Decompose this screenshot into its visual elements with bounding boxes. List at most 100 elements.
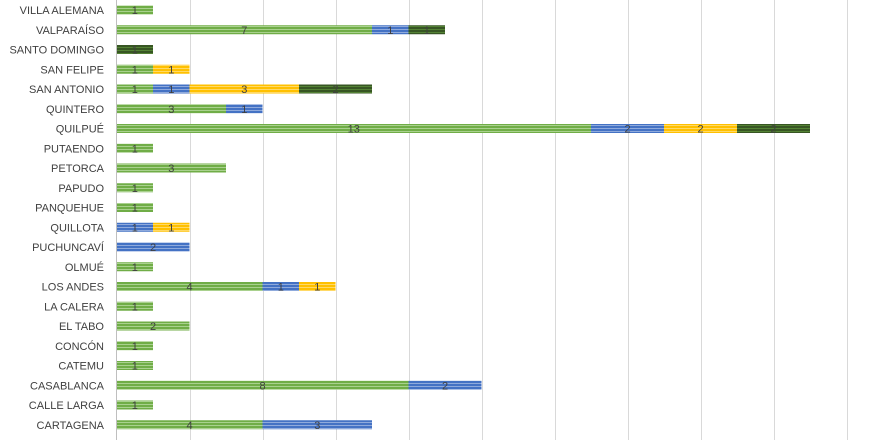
data-label-panquehue-s1: 1: [132, 203, 138, 215]
data-label-petorca-s1: 3: [168, 163, 174, 175]
category-label-santo-domingo: SANTO DOMINGO: [9, 45, 104, 57]
bar-segment-la-calera-s1: [116, 301, 153, 311]
data-label-cartagena-s2: 3: [314, 420, 320, 432]
bar-segment-villa-alemana-s1: [116, 5, 153, 15]
category-label-villa-alemana: VILLA ALEMANA: [20, 5, 105, 17]
category-label-quintero: QUINTERO: [46, 104, 105, 116]
data-label-quintero-s2: 1: [241, 104, 247, 116]
bar-segment-el-tabo-s1: [116, 321, 190, 331]
bar-segment-san-felipe-s1: [116, 64, 153, 74]
category-label-panquehue: PANQUEHUE: [35, 203, 104, 215]
bar-segment-casablanca-s1: [116, 380, 409, 390]
data-label-quillota-s2: 1: [132, 222, 138, 234]
data-label-quintero-s1: 3: [168, 104, 174, 116]
bar-segment-concon-s1: [116, 341, 153, 351]
data-label-san-antonio-s2: 1: [168, 84, 174, 96]
bar-segment-valparaiso-s1: [116, 25, 372, 35]
category-label-puchuncavi: PUCHUNCAVÍ: [32, 241, 105, 254]
bar-segment-quilpue-s3: [664, 124, 737, 133]
bar-segment-los-andes-s2: [262, 282, 299, 291]
data-label-san-felipe-s3: 1: [168, 64, 174, 76]
bar-segment-olmue-s1: [116, 262, 153, 272]
data-label-los-andes-s1: 4: [186, 282, 192, 294]
category-label-san-felipe: SAN FELIPE: [40, 64, 104, 76]
data-label-san-antonio-s3: 3: [241, 84, 247, 96]
data-label-cartagena-s1: 4: [186, 420, 192, 432]
data-label-valparaiso-s1: 7: [241, 25, 247, 37]
data-label-putaendo-s1: 1: [132, 143, 138, 155]
data-label-puchuncavi-s2: 2: [150, 242, 156, 254]
bar-segment-papudo-s1: [116, 183, 153, 193]
bar-segment-san-felipe-s3: [153, 64, 190, 74]
category-label-el-tabo: EL TABO: [59, 321, 104, 333]
bar-segment-santo-domingo-s4: [116, 45, 153, 54]
bar-segment-cartagena-s1: [116, 420, 263, 430]
bar-segment-quintero-s2: [226, 104, 263, 114]
data-label-casablanca-s1: 8: [259, 380, 265, 392]
category-label-olmue: OLMUÉ: [65, 261, 104, 274]
bar-segment-quillota-s3: [153, 222, 190, 232]
category-label-la-calera: LA CALERA: [44, 301, 105, 313]
category-label-calle-larga: CALLE LARGA: [29, 400, 105, 412]
data-label-casablanca-s2: 2: [442, 380, 448, 392]
category-label-concon: CONCÓN: [55, 340, 104, 353]
data-label-san-antonio-s1: 1: [132, 84, 138, 96]
data-label-quilpue-s3: 2: [697, 124, 703, 136]
data-label-olmue-s1: 1: [132, 262, 138, 274]
category-labels: VILLA ALEMANA VALPARAÍSO SANTO DOMINGO SAN …: [9, 5, 104, 432]
data-label-villa-alemana-s1: 1: [132, 5, 138, 17]
bars: [116, 5, 810, 430]
category-label-san-antonio: SAN ANTONIO: [29, 84, 104, 96]
data-label-el-tabo-s1: 2: [150, 321, 156, 333]
data-label-valparaiso-s4: 1: [424, 25, 430, 37]
bar-segment-san-antonio-s2: [153, 84, 190, 94]
data-label-los-andes-s3: 1: [314, 282, 320, 294]
data-label-san-antonio-s4: 2: [332, 84, 338, 96]
category-label-casablanca: CASABLANCA: [30, 380, 105, 392]
bar-segment-san-antonio-s3: [189, 84, 299, 94]
bar-segment-los-andes-s1: [116, 282, 263, 291]
category-label-catemu: CATEMU: [58, 361, 104, 373]
bar-segment-putaendo-s1: [116, 143, 153, 153]
data-label-catemu-s1: 1: [132, 361, 138, 373]
data-label-calle-larga-s1: 1: [132, 400, 138, 412]
bar-segment-quintero-s1: [116, 104, 226, 114]
category-label-petorca: PETORCA: [51, 163, 105, 175]
bar-segment-quilpue-s1: [116, 124, 591, 133]
category-label-papudo: PAPUDO: [58, 183, 104, 195]
data-label-la-calera-s1: 1: [132, 301, 138, 313]
data-label-los-andes-s2: 1: [278, 282, 284, 294]
data-label-quilpue-s4: 2: [770, 124, 776, 136]
bar-segment-quilpue-s4: [737, 124, 810, 133]
data-label-valparaiso-s2: 1: [387, 25, 393, 37]
bar-segment-cartagena-s2: [262, 420, 372, 430]
bar-segment-casablanca-s2: [408, 380, 482, 390]
bar-segment-san-antonio-s4: [299, 84, 372, 94]
data-label-quillota-s3: 1: [168, 222, 174, 234]
bar-segment-panquehue-s1: [116, 203, 153, 212]
data-label-san-felipe-s1: 1: [132, 64, 138, 76]
bar-segment-quillota-s2: [116, 222, 153, 232]
category-label-cartagena: CARTAGENA: [37, 420, 105, 432]
bar-segment-los-andes-s3: [299, 282, 336, 291]
data-label-quilpue-s1: 13: [348, 124, 360, 136]
bar-segment-valparaiso-s4: [408, 25, 445, 35]
bar-segment-calle-larga-s1: [116, 400, 153, 410]
category-label-quillota: QUILLOTA: [50, 222, 104, 234]
category-label-valparaiso: VALPARAÍSO: [36, 24, 105, 37]
category-label-los-andes: LOS ANDES: [42, 282, 104, 294]
data-label-papudo-s1: 1: [132, 183, 138, 195]
data-label-quilpue-s2: 2: [624, 124, 630, 136]
bar-segment-puchuncavi-s2: [116, 242, 190, 252]
category-label-putaendo: PUTAENDO: [44, 143, 105, 155]
bar-segment-san-antonio-s1: [116, 84, 153, 94]
bar-segment-petorca-s1: [116, 163, 226, 173]
data-label-concon-s1: 1: [132, 341, 138, 353]
bar-segment-valparaiso-s2: [372, 25, 409, 35]
data-label-santo-domingo-s4: 1: [132, 45, 138, 57]
bar-segment-catemu-s1: [116, 361, 153, 370]
category-label-quilpue: QUILPUÉ: [56, 123, 104, 136]
gridlines: [190, 0, 848, 440]
